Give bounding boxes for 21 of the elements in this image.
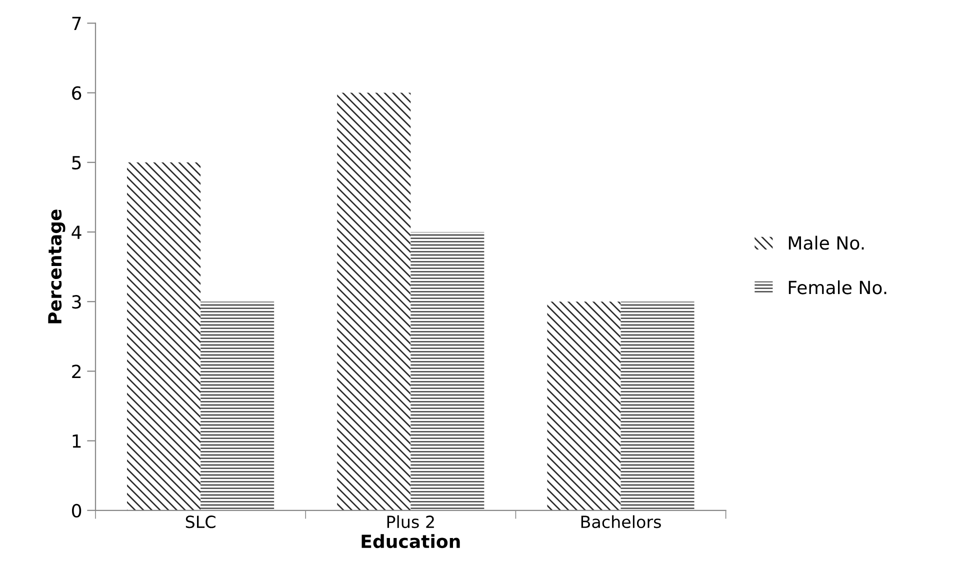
x-axis-title: Education: [362, 534, 460, 548]
bar: [410, 232, 484, 510]
x-tick-label: Bachelors: [581, 515, 661, 528]
y-tick-label: 7: [72, 16, 81, 30]
y-tick-label: 6: [72, 86, 82, 100]
x-tick-label: SLC: [186, 516, 216, 528]
bar: [547, 302, 621, 510]
bar: [200, 302, 274, 510]
x-tick-label: Plus 2: [387, 515, 434, 528]
legend-label: Male No.: [788, 236, 864, 250]
y-tick-label: 2: [72, 364, 80, 378]
legend-label: Female No.: [788, 280, 886, 294]
bar: [620, 302, 694, 510]
bar: [127, 162, 201, 510]
y-tick-label: 1: [72, 434, 81, 448]
y-tick-label: 4: [72, 226, 82, 239]
y-tick-label: 3: [72, 295, 81, 309]
y-tick-label: 0: [72, 504, 82, 518]
bar: [337, 92, 411, 510]
y-axis-title: Percentage: [48, 210, 66, 324]
y-tick-label: 5: [72, 156, 81, 170]
